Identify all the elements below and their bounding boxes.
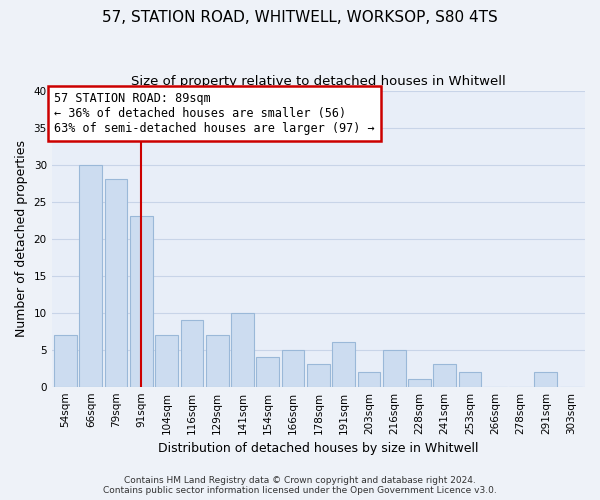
Bar xyxy=(256,357,279,386)
Bar xyxy=(54,335,77,386)
Bar xyxy=(181,320,203,386)
Bar xyxy=(79,164,102,386)
Bar xyxy=(307,364,330,386)
Text: 57 STATION ROAD: 89sqm
← 36% of detached houses are smaller (56)
63% of semi-det: 57 STATION ROAD: 89sqm ← 36% of detached… xyxy=(54,92,375,135)
Text: 57, STATION ROAD, WHITWELL, WORKSOP, S80 4TS: 57, STATION ROAD, WHITWELL, WORKSOP, S80… xyxy=(102,10,498,25)
Bar xyxy=(458,372,481,386)
Text: Contains HM Land Registry data © Crown copyright and database right 2024.
Contai: Contains HM Land Registry data © Crown c… xyxy=(103,476,497,495)
Bar xyxy=(130,216,153,386)
Bar xyxy=(231,312,254,386)
Y-axis label: Number of detached properties: Number of detached properties xyxy=(15,140,28,337)
Bar xyxy=(408,380,431,386)
Bar xyxy=(332,342,355,386)
X-axis label: Distribution of detached houses by size in Whitwell: Distribution of detached houses by size … xyxy=(158,442,479,455)
Bar xyxy=(105,180,127,386)
Bar xyxy=(281,350,304,387)
Bar xyxy=(155,335,178,386)
Bar xyxy=(206,335,229,386)
Bar xyxy=(535,372,557,386)
Title: Size of property relative to detached houses in Whitwell: Size of property relative to detached ho… xyxy=(131,75,506,88)
Bar xyxy=(383,350,406,387)
Bar xyxy=(433,364,456,386)
Bar xyxy=(358,372,380,386)
